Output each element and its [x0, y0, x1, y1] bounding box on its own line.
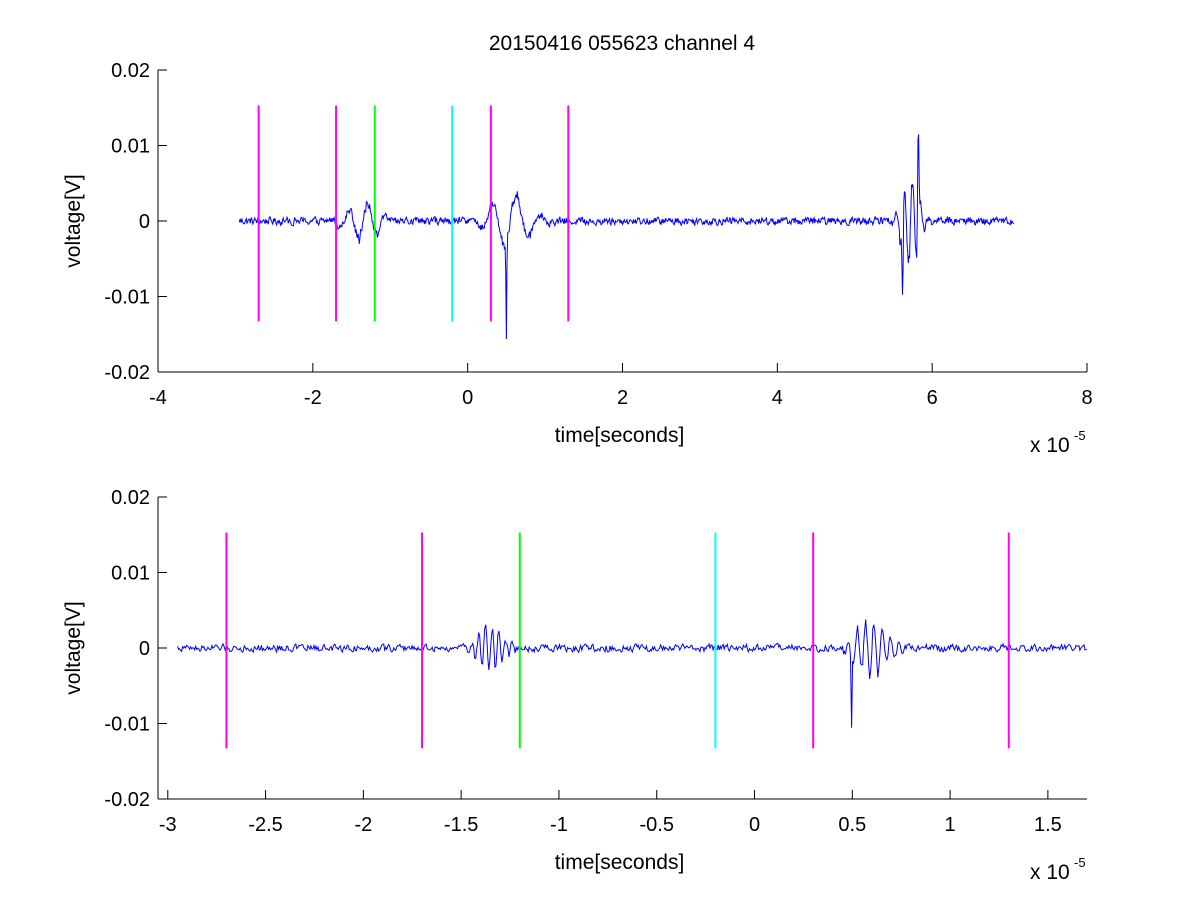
- x-tick-label: 0.5: [838, 814, 866, 836]
- y-axis-label: voltage[V]: [62, 174, 85, 267]
- x-tick-label: -0.5: [639, 814, 673, 836]
- x-scale-note: x 10: [1030, 434, 1070, 457]
- x-tick-label: 0: [462, 387, 473, 409]
- x-axis-label: time[seconds]: [555, 424, 685, 447]
- plot-bottom: -3 -2.5 -2 -1.5 -1 -0.5 0 0.5 1 1.5 -0.02 -0.01 0 0.0…: [62, 487, 1088, 884]
- y-tick-label: 0.02: [111, 487, 150, 509]
- x-tick-label: -2: [304, 387, 322, 409]
- y-tick-label: -0.01: [104, 714, 150, 736]
- plot-top: -4 -2 0 2 4 6 8 -0.02 -0.01 0 0.01 0.02 time[seconds…: [62, 60, 1093, 457]
- x-tick-label: 2: [617, 387, 628, 409]
- x-tick-label: -2: [354, 814, 372, 836]
- y-tick-label: -0.02: [104, 789, 150, 811]
- x-tick-label: 8: [1081, 387, 1092, 409]
- x-tick-label: -1.5: [444, 814, 478, 836]
- y-tick-label: 0: [139, 638, 150, 660]
- y-tick-label: 0.01: [111, 136, 150, 158]
- x-scale-exponent: -5: [1074, 428, 1086, 443]
- x-tick-label: -2.5: [248, 814, 282, 836]
- x-tick-label: 6: [927, 387, 938, 409]
- y-tick-label: 0.02: [111, 60, 150, 82]
- y-tick-label: 0: [139, 211, 150, 233]
- x-tick-label: -4: [149, 387, 167, 409]
- x-tick-label: 0: [749, 814, 760, 836]
- x-scale-note: x 10: [1030, 861, 1070, 884]
- y-tick-label: 0.01: [111, 563, 150, 585]
- y-tick-label: -0.01: [104, 287, 150, 309]
- y-tick-label: -0.02: [104, 362, 150, 384]
- x-tick-label: 1.5: [1034, 814, 1062, 836]
- x-tick-label: 1: [945, 814, 956, 836]
- x-axis-label: time[seconds]: [555, 851, 685, 874]
- x-scale-exponent: -5: [1074, 855, 1086, 870]
- chart-title: 20150416 055623 channel 4: [489, 32, 756, 55]
- y-axis-label: voltage[V]: [62, 601, 85, 694]
- signal-trace: [177, 619, 1088, 728]
- x-tick-label: 4: [772, 387, 783, 409]
- x-tick-label: -1: [550, 814, 568, 836]
- signal-trace: [238, 134, 1014, 340]
- x-tick-label: -3: [159, 814, 177, 836]
